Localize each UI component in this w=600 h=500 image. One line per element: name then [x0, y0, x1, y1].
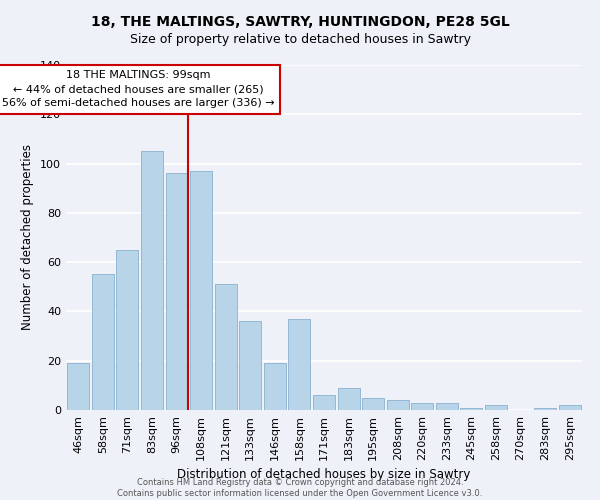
Bar [190, 171, 212, 410]
X-axis label: Distribution of detached houses by size in Sawtry: Distribution of detached houses by size … [178, 468, 470, 481]
Bar [92, 274, 114, 410]
Bar [485, 405, 507, 410]
Bar [264, 363, 286, 410]
Bar [239, 322, 262, 410]
Bar [141, 152, 163, 410]
Text: Contains HM Land Registry data © Crown copyright and database right 2024.
Contai: Contains HM Land Registry data © Crown c… [118, 478, 482, 498]
Bar [116, 250, 139, 410]
Bar [313, 395, 335, 410]
Bar [411, 402, 433, 410]
Bar [166, 174, 188, 410]
Text: 18, THE MALTINGS, SAWTRY, HUNTINGDON, PE28 5GL: 18, THE MALTINGS, SAWTRY, HUNTINGDON, PE… [91, 15, 509, 29]
Bar [460, 408, 482, 410]
Bar [289, 319, 310, 410]
Bar [362, 398, 384, 410]
Bar [215, 284, 237, 410]
Text: Size of property relative to detached houses in Sawtry: Size of property relative to detached ho… [130, 32, 470, 46]
Bar [559, 405, 581, 410]
Bar [534, 408, 556, 410]
Y-axis label: Number of detached properties: Number of detached properties [22, 144, 34, 330]
Bar [67, 363, 89, 410]
Bar [386, 400, 409, 410]
Bar [436, 402, 458, 410]
Bar [338, 388, 359, 410]
Text: 18 THE MALTINGS: 99sqm
← 44% of detached houses are smaller (265)
56% of semi-de: 18 THE MALTINGS: 99sqm ← 44% of detached… [2, 70, 275, 108]
